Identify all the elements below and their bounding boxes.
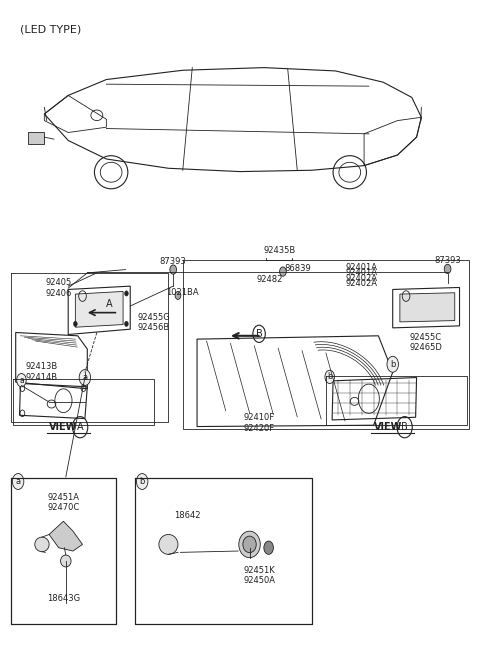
Text: 92451A
92470C: 92451A 92470C: [48, 493, 80, 512]
Text: 92410F
92420F: 92410F 92420F: [243, 413, 275, 433]
Circle shape: [175, 291, 181, 299]
Text: (LED TYPE): (LED TYPE): [21, 25, 82, 35]
Text: 92455C
92465D: 92455C 92465D: [409, 332, 442, 352]
Text: 1021BA: 1021BA: [167, 288, 199, 297]
Text: A: A: [77, 422, 84, 432]
Text: 87393: 87393: [160, 257, 187, 266]
Text: 92455G
92456B: 92455G 92456B: [137, 313, 170, 332]
Circle shape: [73, 321, 77, 327]
Text: 92482: 92482: [256, 275, 283, 284]
Text: 92435B: 92435B: [263, 246, 295, 255]
Text: 92405
92406: 92405 92406: [46, 279, 72, 298]
Text: A: A: [106, 299, 112, 309]
Polygon shape: [400, 293, 455, 322]
FancyBboxPatch shape: [11, 478, 116, 624]
Text: B: B: [401, 422, 408, 432]
Text: VIEW: VIEW: [373, 422, 402, 432]
Ellipse shape: [35, 537, 49, 552]
Polygon shape: [49, 521, 83, 551]
Text: 92401A
92402A: 92401A 92402A: [346, 269, 378, 288]
FancyBboxPatch shape: [135, 478, 312, 624]
Text: b: b: [140, 477, 145, 486]
Text: 18643G: 18643G: [47, 594, 80, 602]
Text: VIEW: VIEW: [49, 422, 77, 432]
Ellipse shape: [159, 535, 178, 555]
Circle shape: [17, 374, 26, 387]
Bar: [28, 132, 44, 144]
Ellipse shape: [239, 531, 260, 558]
Circle shape: [264, 541, 274, 555]
Circle shape: [387, 356, 398, 372]
Text: a: a: [83, 373, 87, 382]
Circle shape: [325, 370, 335, 384]
Text: b: b: [390, 360, 396, 369]
Text: 18642: 18642: [174, 511, 201, 520]
Circle shape: [170, 265, 177, 274]
Text: 92451K
92450A: 92451K 92450A: [243, 566, 275, 585]
Text: 86839: 86839: [284, 264, 311, 273]
Ellipse shape: [60, 555, 71, 567]
Text: B: B: [256, 329, 263, 339]
Circle shape: [124, 291, 128, 296]
Text: a: a: [15, 477, 21, 486]
Circle shape: [136, 473, 148, 489]
Circle shape: [79, 370, 91, 386]
Text: 92401A
92402A: 92401A 92402A: [346, 263, 378, 283]
Text: 87393: 87393: [434, 256, 461, 265]
Ellipse shape: [243, 536, 256, 553]
Text: a: a: [19, 376, 24, 384]
Circle shape: [280, 267, 286, 276]
Polygon shape: [75, 291, 123, 327]
Circle shape: [12, 473, 24, 489]
Circle shape: [444, 264, 451, 273]
Circle shape: [124, 321, 128, 327]
Text: b: b: [327, 372, 332, 381]
Text: 92413B
92414B: 92413B 92414B: [26, 362, 58, 382]
